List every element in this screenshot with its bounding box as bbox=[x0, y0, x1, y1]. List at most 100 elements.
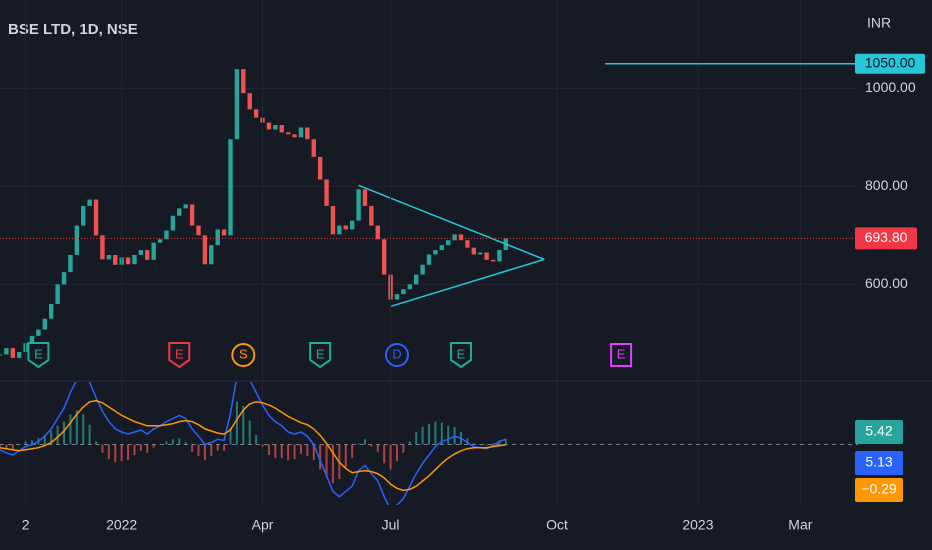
candle bbox=[458, 234, 464, 241]
value-badge-label: 5.42 bbox=[865, 423, 892, 439]
candle bbox=[55, 284, 60, 304]
candle bbox=[413, 274, 419, 285]
candle bbox=[189, 204, 195, 226]
event-label: D bbox=[392, 346, 401, 361]
candle bbox=[170, 215, 176, 231]
histogram-bar bbox=[383, 444, 386, 464]
candle bbox=[209, 245, 214, 265]
x-tick-label: Apr bbox=[252, 517, 274, 533]
histogram-bar bbox=[197, 444, 200, 457]
histogram-bar bbox=[242, 405, 245, 445]
x-tick-label: 2 bbox=[22, 517, 30, 533]
last-price-label: 693.80 bbox=[865, 229, 908, 245]
histogram-bar bbox=[191, 444, 194, 452]
histogram-bar bbox=[203, 444, 206, 461]
value-badge bbox=[855, 451, 903, 475]
histogram-bar bbox=[88, 424, 91, 445]
histogram-bar bbox=[408, 441, 411, 445]
candle bbox=[375, 225, 380, 240]
candle bbox=[298, 127, 304, 138]
event-label: E bbox=[175, 346, 184, 361]
candle bbox=[381, 239, 387, 275]
histogram-bar bbox=[152, 444, 155, 448]
histogram-bar bbox=[120, 444, 123, 462]
histogram-bar bbox=[178, 438, 181, 445]
histogram-bar bbox=[229, 427, 232, 445]
histogram-bar bbox=[255, 435, 258, 445]
event-marker bbox=[168, 342, 191, 369]
event-label: E bbox=[617, 346, 626, 361]
candle bbox=[106, 254, 112, 260]
event-marker bbox=[231, 343, 256, 367]
histogram-bar bbox=[139, 444, 142, 451]
candle bbox=[68, 254, 73, 273]
histogram-bar bbox=[466, 438, 469, 445]
candle bbox=[362, 189, 368, 206]
histogram-bar bbox=[498, 440, 501, 445]
candle bbox=[81, 205, 86, 226]
histogram-bar bbox=[11, 444, 14, 450]
candle bbox=[215, 229, 220, 246]
histogram-bar bbox=[440, 422, 443, 445]
candle bbox=[29, 335, 35, 344]
y-tick-label: 600.00 bbox=[865, 275, 908, 291]
histogram-bar bbox=[325, 444, 328, 477]
candle bbox=[10, 348, 16, 358]
histogram-bar bbox=[43, 435, 46, 445]
histogram-bar bbox=[50, 430, 53, 445]
histogram-bar bbox=[357, 443, 360, 445]
value-badge bbox=[855, 420, 903, 444]
histogram-bar bbox=[216, 444, 219, 451]
candle bbox=[305, 127, 310, 140]
candle bbox=[253, 109, 259, 118]
candle bbox=[0, 354, 3, 356]
histogram-bar bbox=[235, 401, 238, 445]
histogram-bar bbox=[133, 444, 136, 455]
histogram-bar bbox=[165, 441, 168, 445]
histogram-bar bbox=[171, 439, 174, 445]
candle bbox=[285, 132, 291, 135]
histogram-bar bbox=[95, 441, 98, 445]
last-price-badge bbox=[855, 227, 917, 250]
histogram-bar bbox=[351, 444, 354, 459]
histogram-bar bbox=[504, 438, 507, 445]
candle bbox=[17, 352, 22, 358]
histogram-bar bbox=[312, 444, 315, 461]
candle bbox=[369, 205, 374, 226]
histogram-bar bbox=[56, 425, 59, 445]
candle bbox=[452, 234, 457, 241]
currency: INR bbox=[867, 15, 891, 31]
candle bbox=[125, 257, 131, 265]
x-tick-label: 2023 bbox=[682, 517, 713, 533]
histogram-bar bbox=[331, 444, 334, 484]
candle bbox=[292, 134, 297, 138]
candle bbox=[311, 139, 316, 157]
candle bbox=[138, 250, 144, 255]
candle bbox=[433, 250, 438, 255]
trendline bbox=[358, 184, 545, 261]
candle bbox=[490, 259, 496, 262]
histogram-bar bbox=[82, 414, 85, 445]
candle bbox=[407, 284, 412, 290]
x-tick-label: 2022 bbox=[106, 517, 137, 533]
event-marker bbox=[384, 343, 409, 367]
histogram-bar bbox=[0, 444, 1, 447]
histogram-bar bbox=[159, 444, 162, 446]
candle bbox=[478, 252, 483, 255]
candle bbox=[74, 225, 80, 255]
candle bbox=[36, 329, 41, 336]
histogram-bar bbox=[389, 444, 392, 470]
candle bbox=[330, 205, 336, 235]
candle bbox=[324, 179, 329, 206]
histogram-bar bbox=[306, 444, 309, 457]
histogram-bar bbox=[101, 444, 104, 453]
candle bbox=[49, 304, 54, 319]
histogram-bar bbox=[280, 444, 283, 459]
histogram-bar bbox=[107, 444, 110, 460]
candle bbox=[100, 235, 105, 260]
histogram-bar bbox=[127, 444, 130, 461]
x-tick-label: Jul bbox=[382, 517, 400, 533]
symbol-title: BSE LTD, 1D, NSE bbox=[8, 21, 138, 38]
candle bbox=[228, 139, 233, 236]
